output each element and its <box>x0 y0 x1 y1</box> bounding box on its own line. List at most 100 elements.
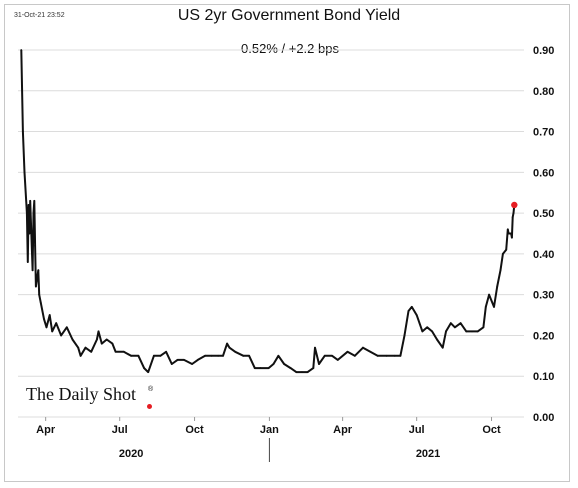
data-point <box>510 236 513 239</box>
data-point <box>283 363 285 365</box>
y-tick-label: 0.00 <box>533 412 554 424</box>
data-point <box>272 363 275 365</box>
data-point <box>147 371 150 374</box>
x-tick-label: Jul <box>112 424 128 436</box>
logo-red-dot <box>147 404 152 409</box>
y-tick-label: 0.90 <box>533 45 554 57</box>
data-point <box>471 330 473 333</box>
data-point <box>84 346 87 349</box>
data-point <box>393 354 396 357</box>
data-point <box>90 350 93 353</box>
data-point <box>170 363 173 365</box>
data-point <box>445 330 447 333</box>
data-point <box>318 363 320 365</box>
data-point <box>105 338 108 341</box>
data-point <box>410 306 413 308</box>
data-point <box>34 244 36 247</box>
data-point <box>191 363 194 365</box>
data-point <box>114 350 117 353</box>
data-point <box>38 293 41 296</box>
data-point <box>493 306 495 308</box>
data-point <box>48 314 51 316</box>
data-point <box>130 354 132 357</box>
data-point <box>314 346 316 349</box>
data-point <box>165 350 167 353</box>
x-year-label: 2020 <box>119 448 143 460</box>
data-point <box>28 232 31 235</box>
data-point <box>111 342 114 345</box>
data-point <box>421 330 424 333</box>
data-point <box>502 252 504 255</box>
data-point <box>96 338 98 341</box>
data-point <box>26 212 28 215</box>
data-point <box>43 318 45 321</box>
data-point <box>476 330 479 333</box>
data-point <box>331 354 333 357</box>
data-point <box>23 171 26 174</box>
data-point <box>295 371 298 374</box>
data-point <box>510 232 512 235</box>
x-tick-label: Jan <box>260 424 279 436</box>
series-line-us-2yr-yield <box>20 49 516 374</box>
data-point <box>277 354 280 357</box>
x-tick-label: Apr <box>36 424 56 436</box>
data-point <box>143 367 146 369</box>
data-point <box>415 314 418 316</box>
data-point <box>26 261 29 263</box>
data-point <box>253 367 256 369</box>
data-point <box>441 346 444 349</box>
y-tick-label: 0.30 <box>533 290 554 302</box>
data-point <box>459 322 462 325</box>
data-point <box>204 354 207 357</box>
data-point <box>34 285 37 288</box>
timestamp: 31-Oct-21 23:52 <box>14 12 65 19</box>
data-point <box>267 367 270 369</box>
chart-frame <box>4 4 570 482</box>
data-point <box>45 326 48 329</box>
data-point <box>336 359 339 361</box>
data-point <box>97 330 100 333</box>
y-tick-label: 0.10 <box>533 371 554 383</box>
daily-shot-logo: The Daily Shot <box>26 384 136 404</box>
data-point <box>55 322 58 325</box>
data-point <box>33 199 36 202</box>
data-point <box>39 301 42 304</box>
data-point <box>507 232 510 235</box>
data-point <box>426 326 429 329</box>
y-tick-label: 0.70 <box>533 127 554 139</box>
data-point <box>242 354 245 357</box>
last-value-marker <box>511 201 518 209</box>
data-point <box>449 322 452 325</box>
data-point <box>385 354 388 357</box>
data-point <box>65 326 68 329</box>
data-point <box>312 367 315 369</box>
data-point <box>346 350 349 353</box>
data-point <box>31 269 34 272</box>
data-point <box>137 354 140 357</box>
data-point <box>79 354 82 357</box>
data-point <box>403 334 406 337</box>
data-point <box>488 293 490 296</box>
data-point <box>407 310 410 312</box>
data-point <box>353 354 356 357</box>
data-point <box>152 354 155 357</box>
data-point <box>226 342 228 345</box>
data-point <box>21 130 24 133</box>
data-point <box>431 330 434 333</box>
y-tick-label: 0.80 <box>533 86 554 98</box>
chart-title: US 2yr Government Bond Yield <box>177 7 401 24</box>
x-tick-label: Jul <box>409 424 425 436</box>
data-point <box>20 49 23 51</box>
data-point <box>511 216 514 219</box>
data-point <box>217 354 220 357</box>
y-tick-label: 0.20 <box>533 330 554 342</box>
data-point <box>210 354 213 357</box>
data-point <box>399 354 402 357</box>
data-point <box>454 326 456 329</box>
data-point <box>228 346 231 349</box>
data-point <box>484 306 487 308</box>
data-point <box>482 326 485 329</box>
y-tick-label: 0.50 <box>533 208 554 220</box>
data-point <box>159 354 162 357</box>
